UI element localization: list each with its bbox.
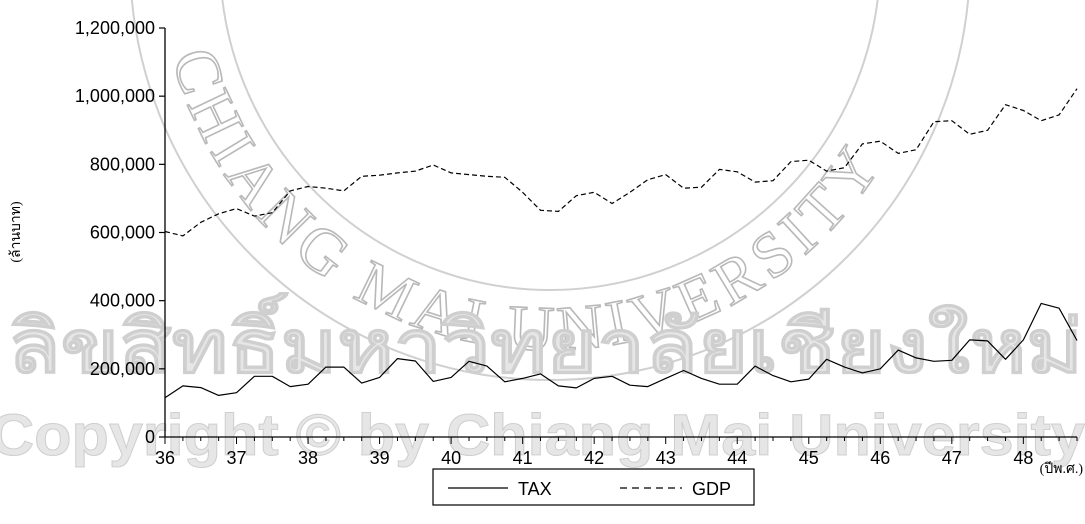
y-tick-label: 1,000,000 [75, 86, 155, 106]
y-tick-label: 200,000 [90, 359, 155, 379]
y-axis-title: (ล้านบาท) [8, 201, 24, 263]
x-tick-label: 39 [370, 448, 390, 468]
y-tick-label: 0 [145, 427, 155, 447]
x-tick-label: 37 [227, 448, 247, 468]
series-lines [164, 88, 1078, 399]
x-axis-title: (ปีพ.ศ.) [1040, 461, 1084, 477]
legend-label-gdp: GDP [692, 479, 731, 499]
x-tick-label: 42 [584, 448, 604, 468]
legend: TAX GDP [432, 468, 755, 506]
x-tick-label: 36 [155, 448, 175, 468]
legend-label-tax: TAX [518, 479, 552, 499]
series-line-gdp [164, 88, 1078, 237]
x-tick-label: 38 [298, 448, 318, 468]
x-tick-label: 47 [942, 448, 962, 468]
legend-box [432, 468, 755, 506]
x-tick-label: 43 [656, 448, 676, 468]
x-tick-label: 45 [799, 448, 819, 468]
x-tick-label: 40 [441, 448, 461, 468]
x-axis-ticks: 36 37 38 39 40 41 42 43 44 45 46 47 48 [155, 437, 1078, 468]
y-tick-label: 400,000 [90, 291, 155, 311]
y-axis-ticks: 0 200,000 400,000 600,000 800,000 1,000,000 1,… [75, 18, 165, 447]
x-tick-label: 48 [1013, 448, 1033, 468]
y-tick-label: 1,200,000 [75, 18, 155, 38]
y-tick-label: 800,000 [90, 154, 155, 174]
university-watermark: CHIANG MAI UNIVERSITY ลิขสิทธิ์มหาวิทยาล… [0, 0, 1085, 469]
series-line-tax [164, 302, 1078, 399]
watermark-copyright-text: Copyright © by Chiang Mai University [0, 403, 1085, 468]
watermark-thai-text: ลิขสิทธิ์มหาวิทยาลัยเชียงใหม่ [8, 292, 1083, 388]
x-tick-label: 44 [727, 448, 747, 468]
y-tick-label: 600,000 [90, 223, 155, 243]
axes: 0 200,000 400,000 600,000 800,000 1,000,000 1,… [75, 18, 1078, 468]
x-tick-label: 41 [513, 448, 533, 468]
x-tick-label: 46 [870, 448, 890, 468]
watermark-seal-ring-inner [221, 0, 879, 291]
